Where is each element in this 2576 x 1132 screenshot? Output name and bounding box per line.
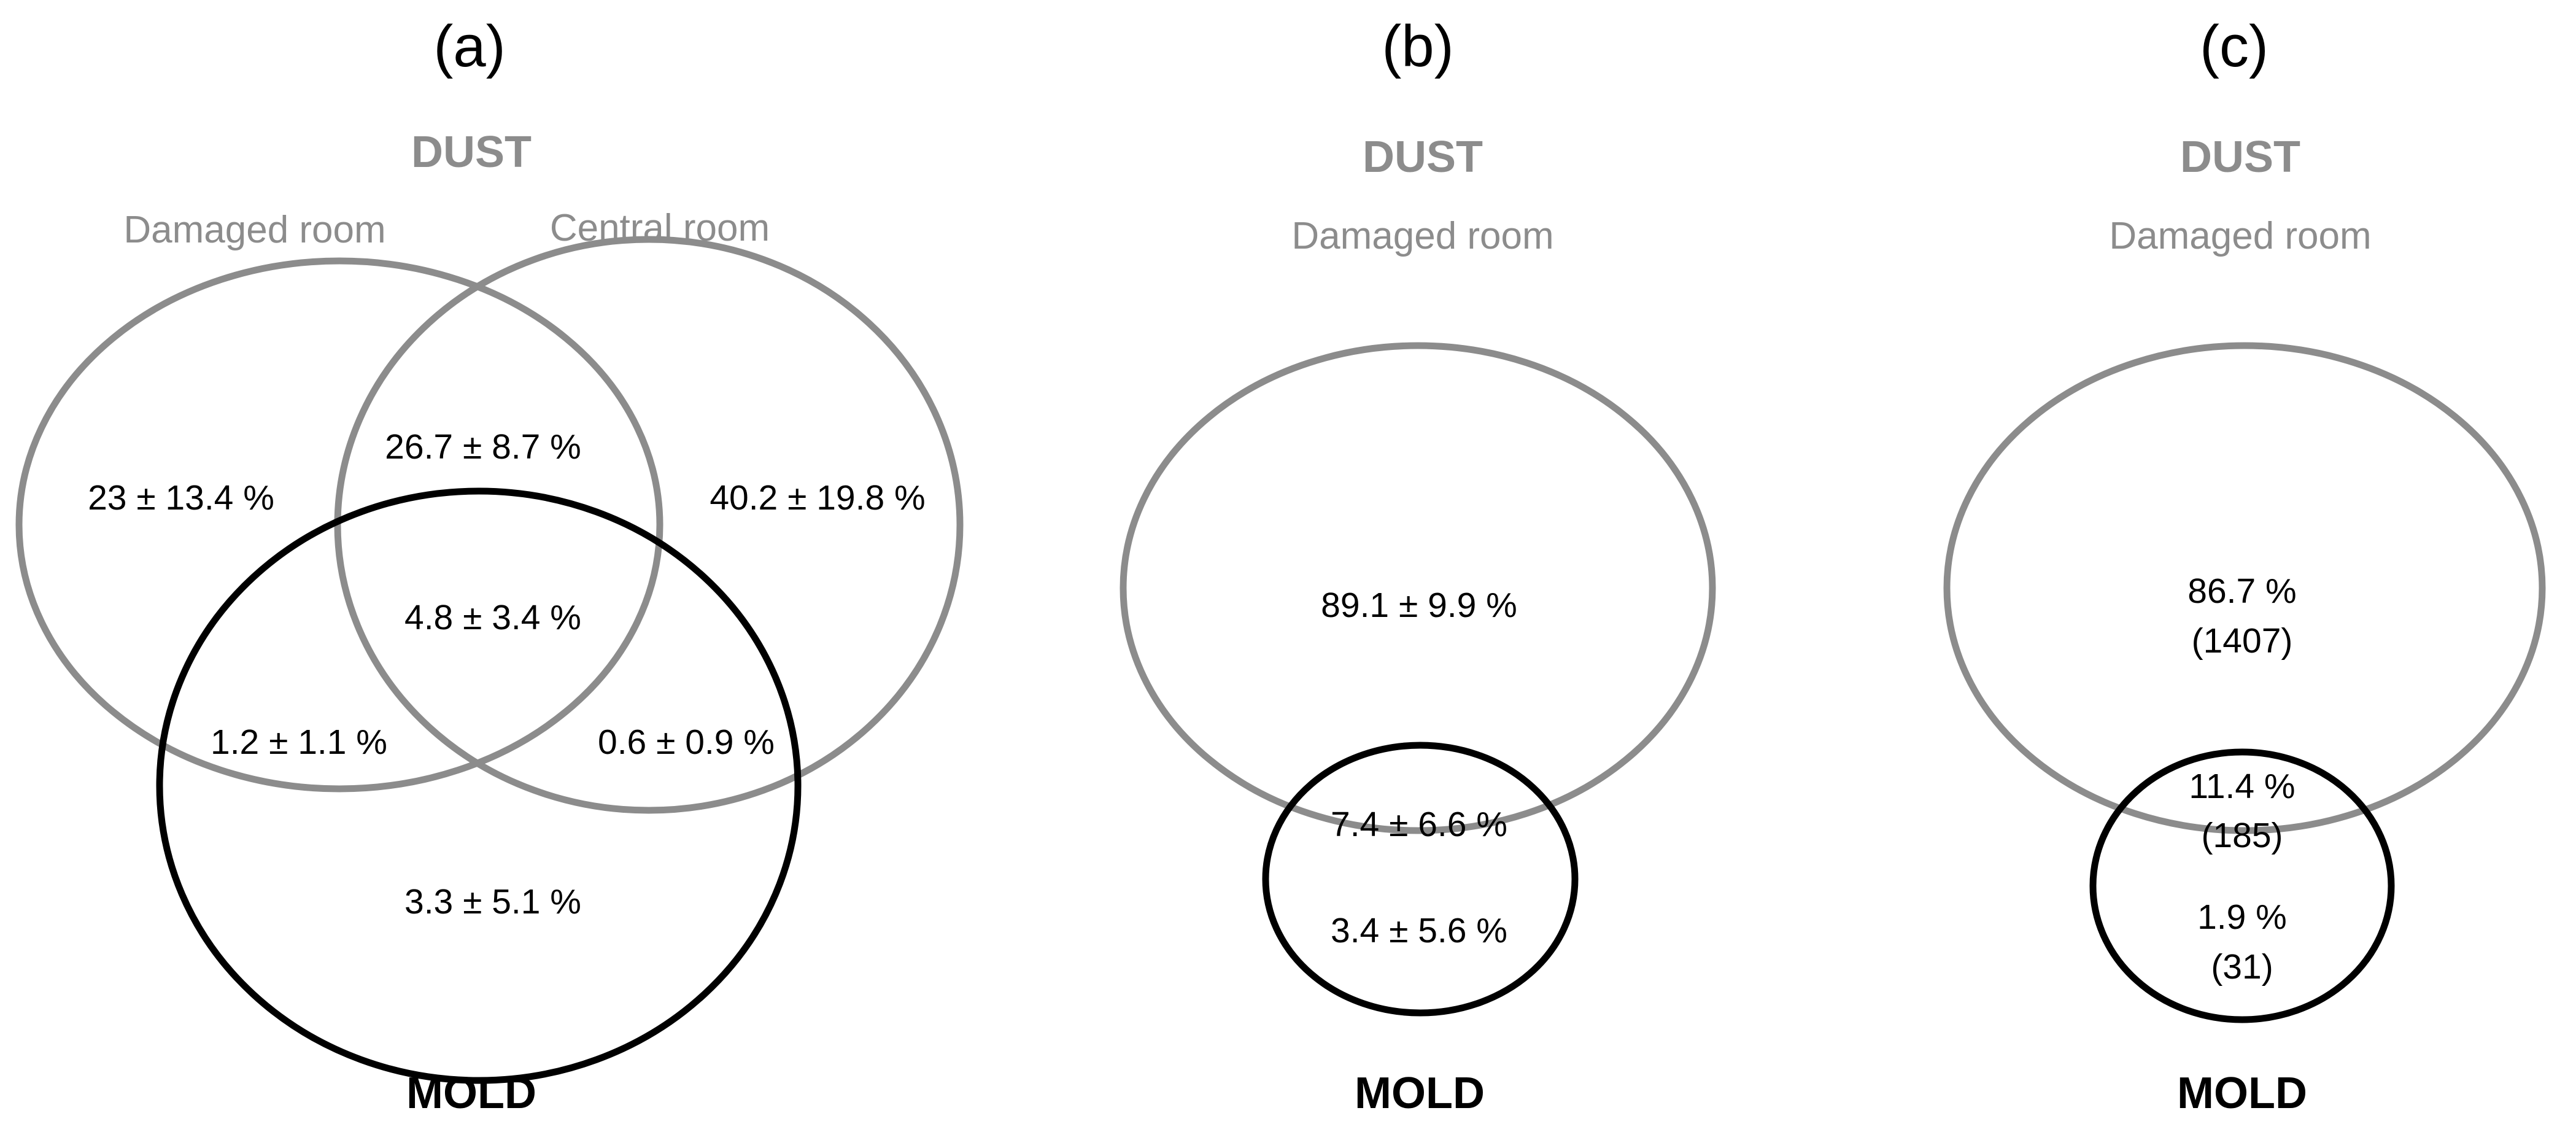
panel-a-damaged-mold-value: 1.2 ± 1.1 % xyxy=(211,723,387,762)
panel-c-overlap-count: (185) xyxy=(2201,816,2283,855)
panel-c-mold-only-pct: 1.9 % xyxy=(2197,897,2287,937)
panel-a-mold-title: MOLD xyxy=(406,1069,536,1118)
panel-b-dust-circle xyxy=(1120,342,1716,834)
panel-b-damaged-room-label: Damaged room xyxy=(1291,215,1553,257)
panel-b-overlap-value: 7.4 ± 6.6 % xyxy=(1331,805,1507,844)
panel-b-dust-only-value: 89.1 ± 9.9 % xyxy=(1321,586,1517,625)
panel-a-damaged-only-value: 23 ± 13.4 % xyxy=(88,478,274,518)
panel-a-damaged-central-value: 26.7 ± 8.7 % xyxy=(385,427,581,467)
panel-c-label: (c) xyxy=(2200,14,2269,79)
panel-c: (c) DUST Damaged room 86.7 % (1407) 11.4… xyxy=(1943,14,2546,1118)
panel-b: (b) DUST Damaged room 89.1 ± 9.9 % 7.4 ±… xyxy=(1120,14,1716,1118)
panel-a-central-mold-value: 0.6 ± 0.9 % xyxy=(598,723,775,762)
panel-a-label: (a) xyxy=(433,14,505,79)
panel-c-dust-only-pct: 86.7 % xyxy=(2187,572,2296,611)
panel-c-mold-title: MOLD xyxy=(2177,1069,2307,1118)
panel-a-damaged-room-circle xyxy=(15,257,663,793)
panel-a-central-only-value: 40.2 ± 19.8 % xyxy=(710,478,925,518)
panel-b-dust-title: DUST xyxy=(1363,133,1483,182)
panel-a-all-three-value: 4.8 ± 3.4 % xyxy=(404,598,581,637)
panel-b-mold-title: MOLD xyxy=(1355,1069,1485,1118)
panel-c-damaged-room-label: Damaged room xyxy=(2109,215,2371,257)
panel-c-mold-only-count: (31) xyxy=(2211,947,2273,987)
panel-c-mold-circle xyxy=(2089,748,2395,1023)
panel-c-dust-title: DUST xyxy=(2180,133,2300,182)
panel-b-label: (b) xyxy=(1382,14,1453,79)
panel-a-damaged-room-label: Damaged room xyxy=(123,209,385,251)
panel-a-dust-title: DUST xyxy=(411,128,532,177)
panel-c-overlap-pct: 11.4 % xyxy=(2189,767,2295,806)
panel-a-mold-only-value: 3.3 ± 5.1 % xyxy=(404,882,581,921)
panel-c-dust-only-count: (1407) xyxy=(2192,621,2293,661)
panel-a: (a) DUST Damaged room Central room 23 ± … xyxy=(15,14,964,1118)
panel-b-mold-circle xyxy=(1262,742,1579,1017)
panel-c-dust-circle xyxy=(1943,342,2546,834)
panel-a-mold-circle xyxy=(156,487,802,1084)
panel-b-mold-only-value: 3.4 ± 5.6 % xyxy=(1331,911,1507,950)
